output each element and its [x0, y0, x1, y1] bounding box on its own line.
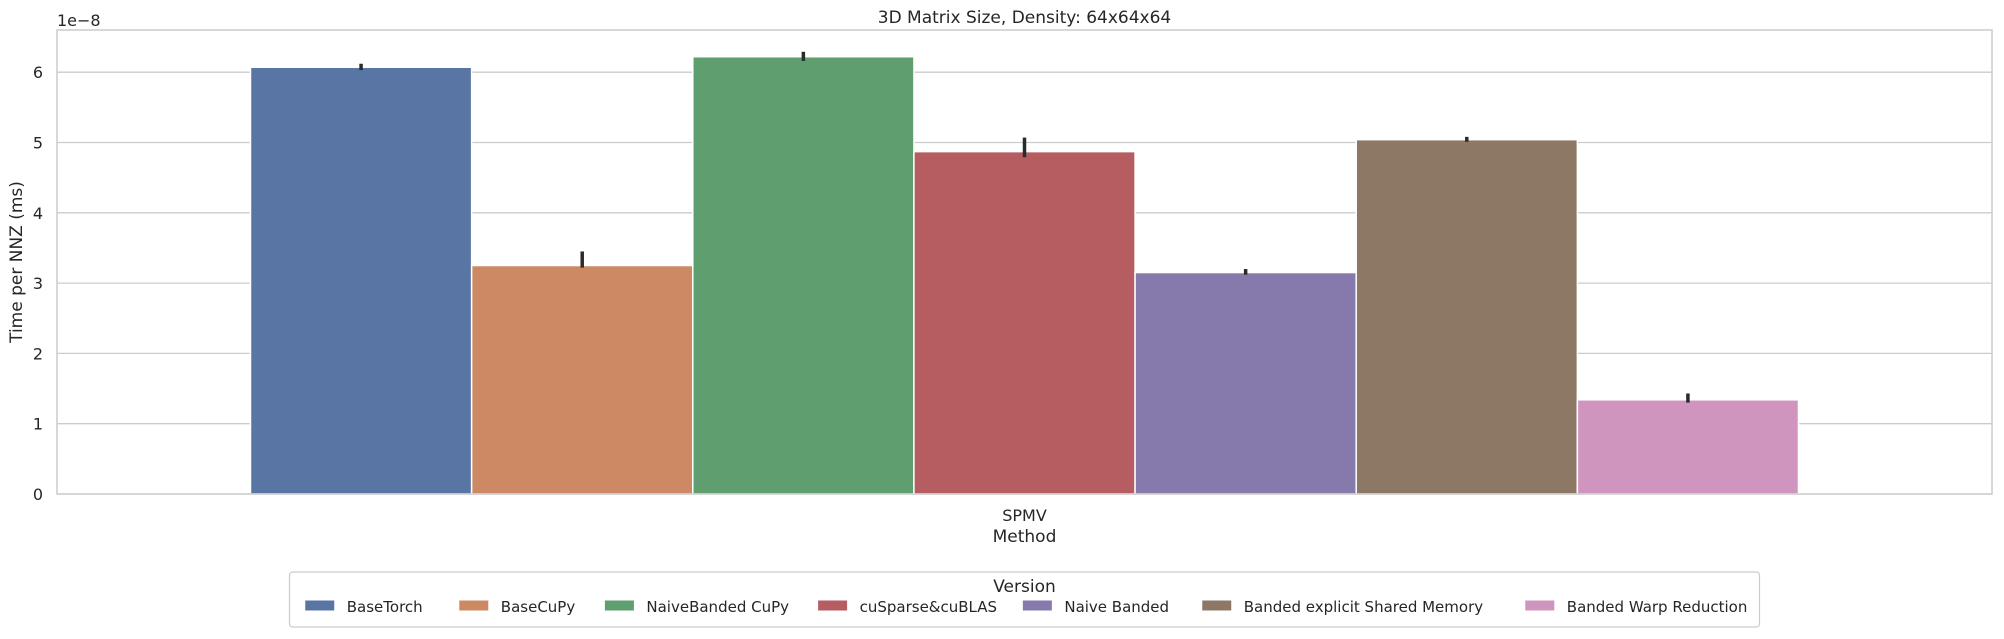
bar-banded-warp-reduction	[1576, 399, 1800, 495]
legend-swatch	[1524, 599, 1556, 612]
bar-naive-banded	[1134, 271, 1357, 495]
legend-swatch	[1201, 599, 1233, 612]
bar-basecupy	[470, 264, 694, 495]
legend-label: Banded Warp Reduction	[1567, 598, 1748, 616]
legend-swatch	[458, 599, 490, 612]
legend-swatch	[304, 599, 336, 612]
legend-label: BaseTorch	[347, 598, 423, 616]
x-tick-label: SPMV	[1002, 506, 1047, 525]
y-tick-label: 6	[33, 63, 43, 82]
legend-items: BaseTorch BaseCuPy NaiveBanded CuPy cuSpars…	[304, 598, 1748, 616]
bar-banded-explicit-shared-memory	[1355, 138, 1579, 495]
y-tick-label: 3	[33, 274, 43, 293]
bar-basetorch	[249, 66, 473, 495]
legend-label: Naive Banded	[1064, 598, 1169, 616]
y-tick-label: 1	[33, 415, 43, 434]
legend: Version BaseTorch BaseCuPy NaiveBanded CuP…	[288, 571, 1761, 628]
bar-naivebanded-cupy	[692, 55, 915, 495]
y-tick-label: 0	[33, 485, 43, 504]
y-tick-label: 5	[33, 133, 43, 152]
y-tick-label: 2	[33, 344, 43, 363]
y-axis-label: Time per NNZ (ms)	[7, 181, 27, 344]
bars	[249, 55, 1800, 495]
y-tick-label: 4	[33, 204, 43, 223]
x-tick-labels: SPMV	[1002, 506, 1047, 525]
error-bars	[359, 51, 1690, 403]
legend-label: cuSparse&cuBLAS	[860, 598, 997, 616]
legend-title: Version	[993, 577, 1056, 597]
legend-swatch	[603, 599, 635, 612]
legend-label: BaseCuPy	[501, 598, 576, 616]
plot-frame	[56, 29, 1993, 495]
legend-label: Banded explicit Shared Memory	[1244, 598, 1483, 616]
x-axis-label: Method	[993, 527, 1057, 547]
legend-swatch	[1021, 599, 1053, 612]
legend-label: NaiveBanded CuPy	[646, 598, 789, 616]
bar-cusparse-cublas	[913, 150, 1136, 495]
y-tick-labels: 0 1 2 3 4 5 6	[33, 63, 43, 504]
legend-swatch	[817, 599, 849, 612]
chart-title: 3D Matrix Size, Density: 64x64x64	[878, 8, 1171, 28]
y-scale-label: 1e−8	[57, 11, 101, 30]
